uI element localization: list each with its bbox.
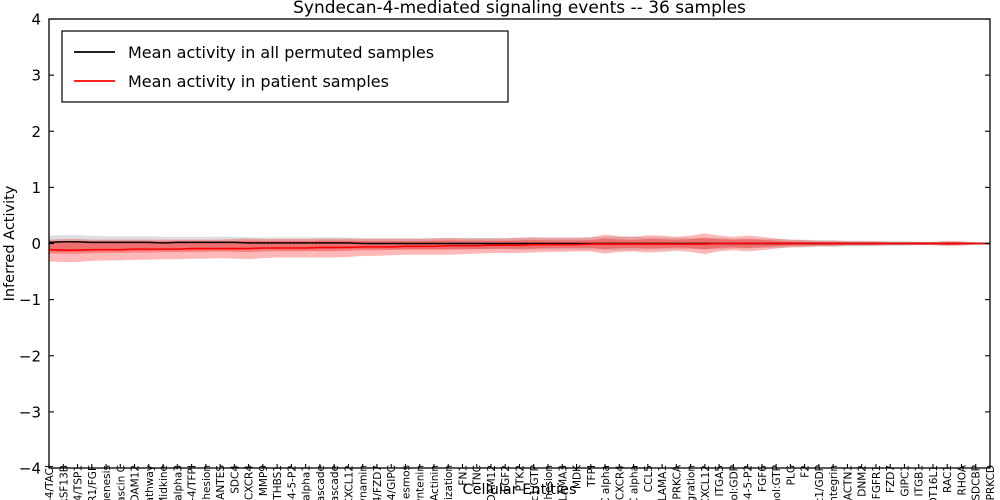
x-axis-title: Cellular Entities [462, 482, 576, 498]
x-tick-label: positive regulation of JNK cascade [315, 465, 327, 500]
y-axis-title: Inferred Activity [2, 185, 18, 301]
x-tick-label: Syndecan-4/CXCL12/CXCR4 [244, 465, 256, 500]
x-tick-label: F2 [800, 465, 812, 478]
x-tick-label: DNM2 [857, 465, 869, 497]
x-tick-label: RHOA [956, 464, 968, 495]
x-tick-label: PTK2 [515, 465, 527, 491]
x-tick-label: Syndecan-4/PI-4-5-P2/PKC alpha [629, 465, 641, 500]
y-tick-label: 2 [31, 123, 41, 141]
x-tick-label: cytoskeleton organization [443, 465, 455, 500]
x-tick-label: TFPI [586, 465, 598, 488]
y-tick-label: −4 [19, 460, 41, 478]
x-tick-label: LAMA3 [557, 465, 569, 500]
x-tick-label: alpha5/beta1 Integrin [828, 465, 840, 500]
legend-box [61, 30, 509, 103]
x-tick-label: MDK [572, 464, 584, 489]
y-tick-label: 0 [31, 235, 41, 253]
x-tick-label: Syndecan-4/Tenascin C [115, 465, 127, 500]
patient-mean-line [48, 242, 990, 252]
x-tick-label: TNC [472, 465, 484, 488]
x-tick-label: LAMA1 [657, 465, 669, 500]
x-tick-label: mol:PI-4-5-P2 [743, 465, 755, 500]
x-tick-label: ITGB1 [914, 465, 926, 497]
x-tick-label: RAC1 [942, 465, 954, 493]
legend-label: Mean activity in all permuted samples [128, 43, 434, 62]
x-tick-label: ACTN1 [842, 465, 854, 500]
x-tick-label: Syndecan-4/ADAM12 [130, 465, 142, 500]
x-tick-label: Rac1/GTP [529, 465, 541, 500]
x-tick-label: FGF2 [500, 465, 512, 492]
x-tick-label: Rac1/GDP [814, 465, 826, 500]
x-tick-label: positive regulation of MAPKKK cascade [329, 465, 341, 500]
x-tick-label: ADAM12 [486, 465, 498, 500]
patient-spread-band [49, 233, 990, 263]
y-tick-label: 3 [31, 67, 41, 85]
x-tick-label: Syndecan-4/RANTES [215, 465, 227, 500]
x-tick-label: mol:GDP [728, 465, 740, 500]
y-tick-label: −3 [19, 403, 41, 421]
x-tick-label: Syndecan-4/Syndesmos [400, 465, 412, 500]
x-tick-label: PRKCA [671, 464, 683, 499]
y-tick-label: −2 [19, 347, 41, 365]
x-tick-label: cell adhesion [543, 465, 555, 500]
x-tick-label: Syndecan-4/TFPI [187, 465, 199, 500]
x-tick-label: Syndecan-4/FGFR1/FGF [87, 465, 99, 500]
x-tick-label: Syndecan-4/PI-4-5-P2 [286, 465, 298, 500]
x-tick-label: vasculogenesis [101, 465, 113, 500]
x-tick-label: Syndecan-4/alpha-Actinin [429, 465, 441, 500]
x-tick-label: Syndecan-4/GIPC [386, 465, 398, 500]
x-tick-label: FZD7 [885, 465, 897, 493]
chart-title: Syndecan-4-mediated signaling events -- … [293, 0, 746, 18]
x-tick-label: MMP9 [258, 465, 270, 496]
x-tick-label: PLG [785, 465, 797, 485]
x-tick-label: Syndecan-4/Syntenin [415, 465, 427, 500]
x-tick-label: Syndecan-4/Laminin alpha1 [301, 465, 313, 500]
x-tick-label: NUDT16L1 [928, 465, 940, 500]
x-tick-label: FN1 [457, 465, 469, 486]
y-tick-label: 1 [31, 179, 41, 197]
x-tick-label: CXCL12 [700, 465, 712, 500]
x-tick-label: cell migration [686, 465, 698, 500]
x-tick-label: SDCBP [971, 465, 983, 500]
x-tick-label: THBS1 [272, 465, 284, 500]
legend-label: Mean activity in patient samples [128, 72, 389, 91]
x-tick-label: SDC4 [229, 465, 241, 494]
x-tick-label: Syndecan-4/CXCL12 [343, 465, 355, 500]
x-tick-label: Syndecan-4/Midkine [158, 465, 170, 500]
x-tick-label: CXCR4 [614, 465, 626, 500]
x-tick-label: Syndecan-4/PKC alpha [600, 465, 612, 500]
x-tick-label: CCL5 [643, 465, 655, 492]
x-tick-label: Syndecan-4/Laminin alpha3 [172, 465, 184, 500]
y-tick-label: −1 [19, 291, 41, 309]
x-tick-label: Syndecan-4/FZD7 [372, 465, 384, 500]
x-tick-label: mol:GTP [771, 465, 783, 500]
x-tick-label: Syndecan-4/Dynamin [358, 465, 370, 500]
x-tick-label: FGFR1 [871, 465, 883, 499]
x-tick-label: GIPC1 [899, 465, 911, 497]
x-tick-label: PRKCD [985, 465, 997, 500]
y-tick-label: 4 [31, 11, 41, 29]
x-tick-label: Syndecan-4/TACI [44, 465, 56, 500]
x-tick-label: TNFRSF13B [58, 465, 70, 500]
x-tick-label: positive regulation of cell adhesion [201, 465, 213, 500]
x-tick-label: FGF6 [757, 465, 769, 492]
x-tick-label: Syndecan-4/TSP1 [73, 465, 85, 500]
x-tick-label: integrin-mediated signaling pathway [144, 465, 156, 500]
x-tick-label: ITGA5 [714, 465, 726, 497]
